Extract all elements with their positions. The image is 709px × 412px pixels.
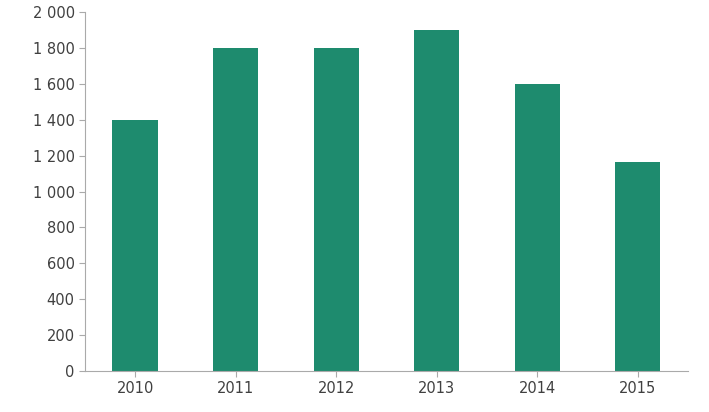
Bar bbox=[113, 120, 157, 371]
Bar bbox=[615, 162, 660, 371]
Bar bbox=[414, 30, 459, 371]
Bar bbox=[213, 48, 258, 371]
Bar bbox=[515, 84, 560, 371]
Bar bbox=[313, 48, 359, 371]
